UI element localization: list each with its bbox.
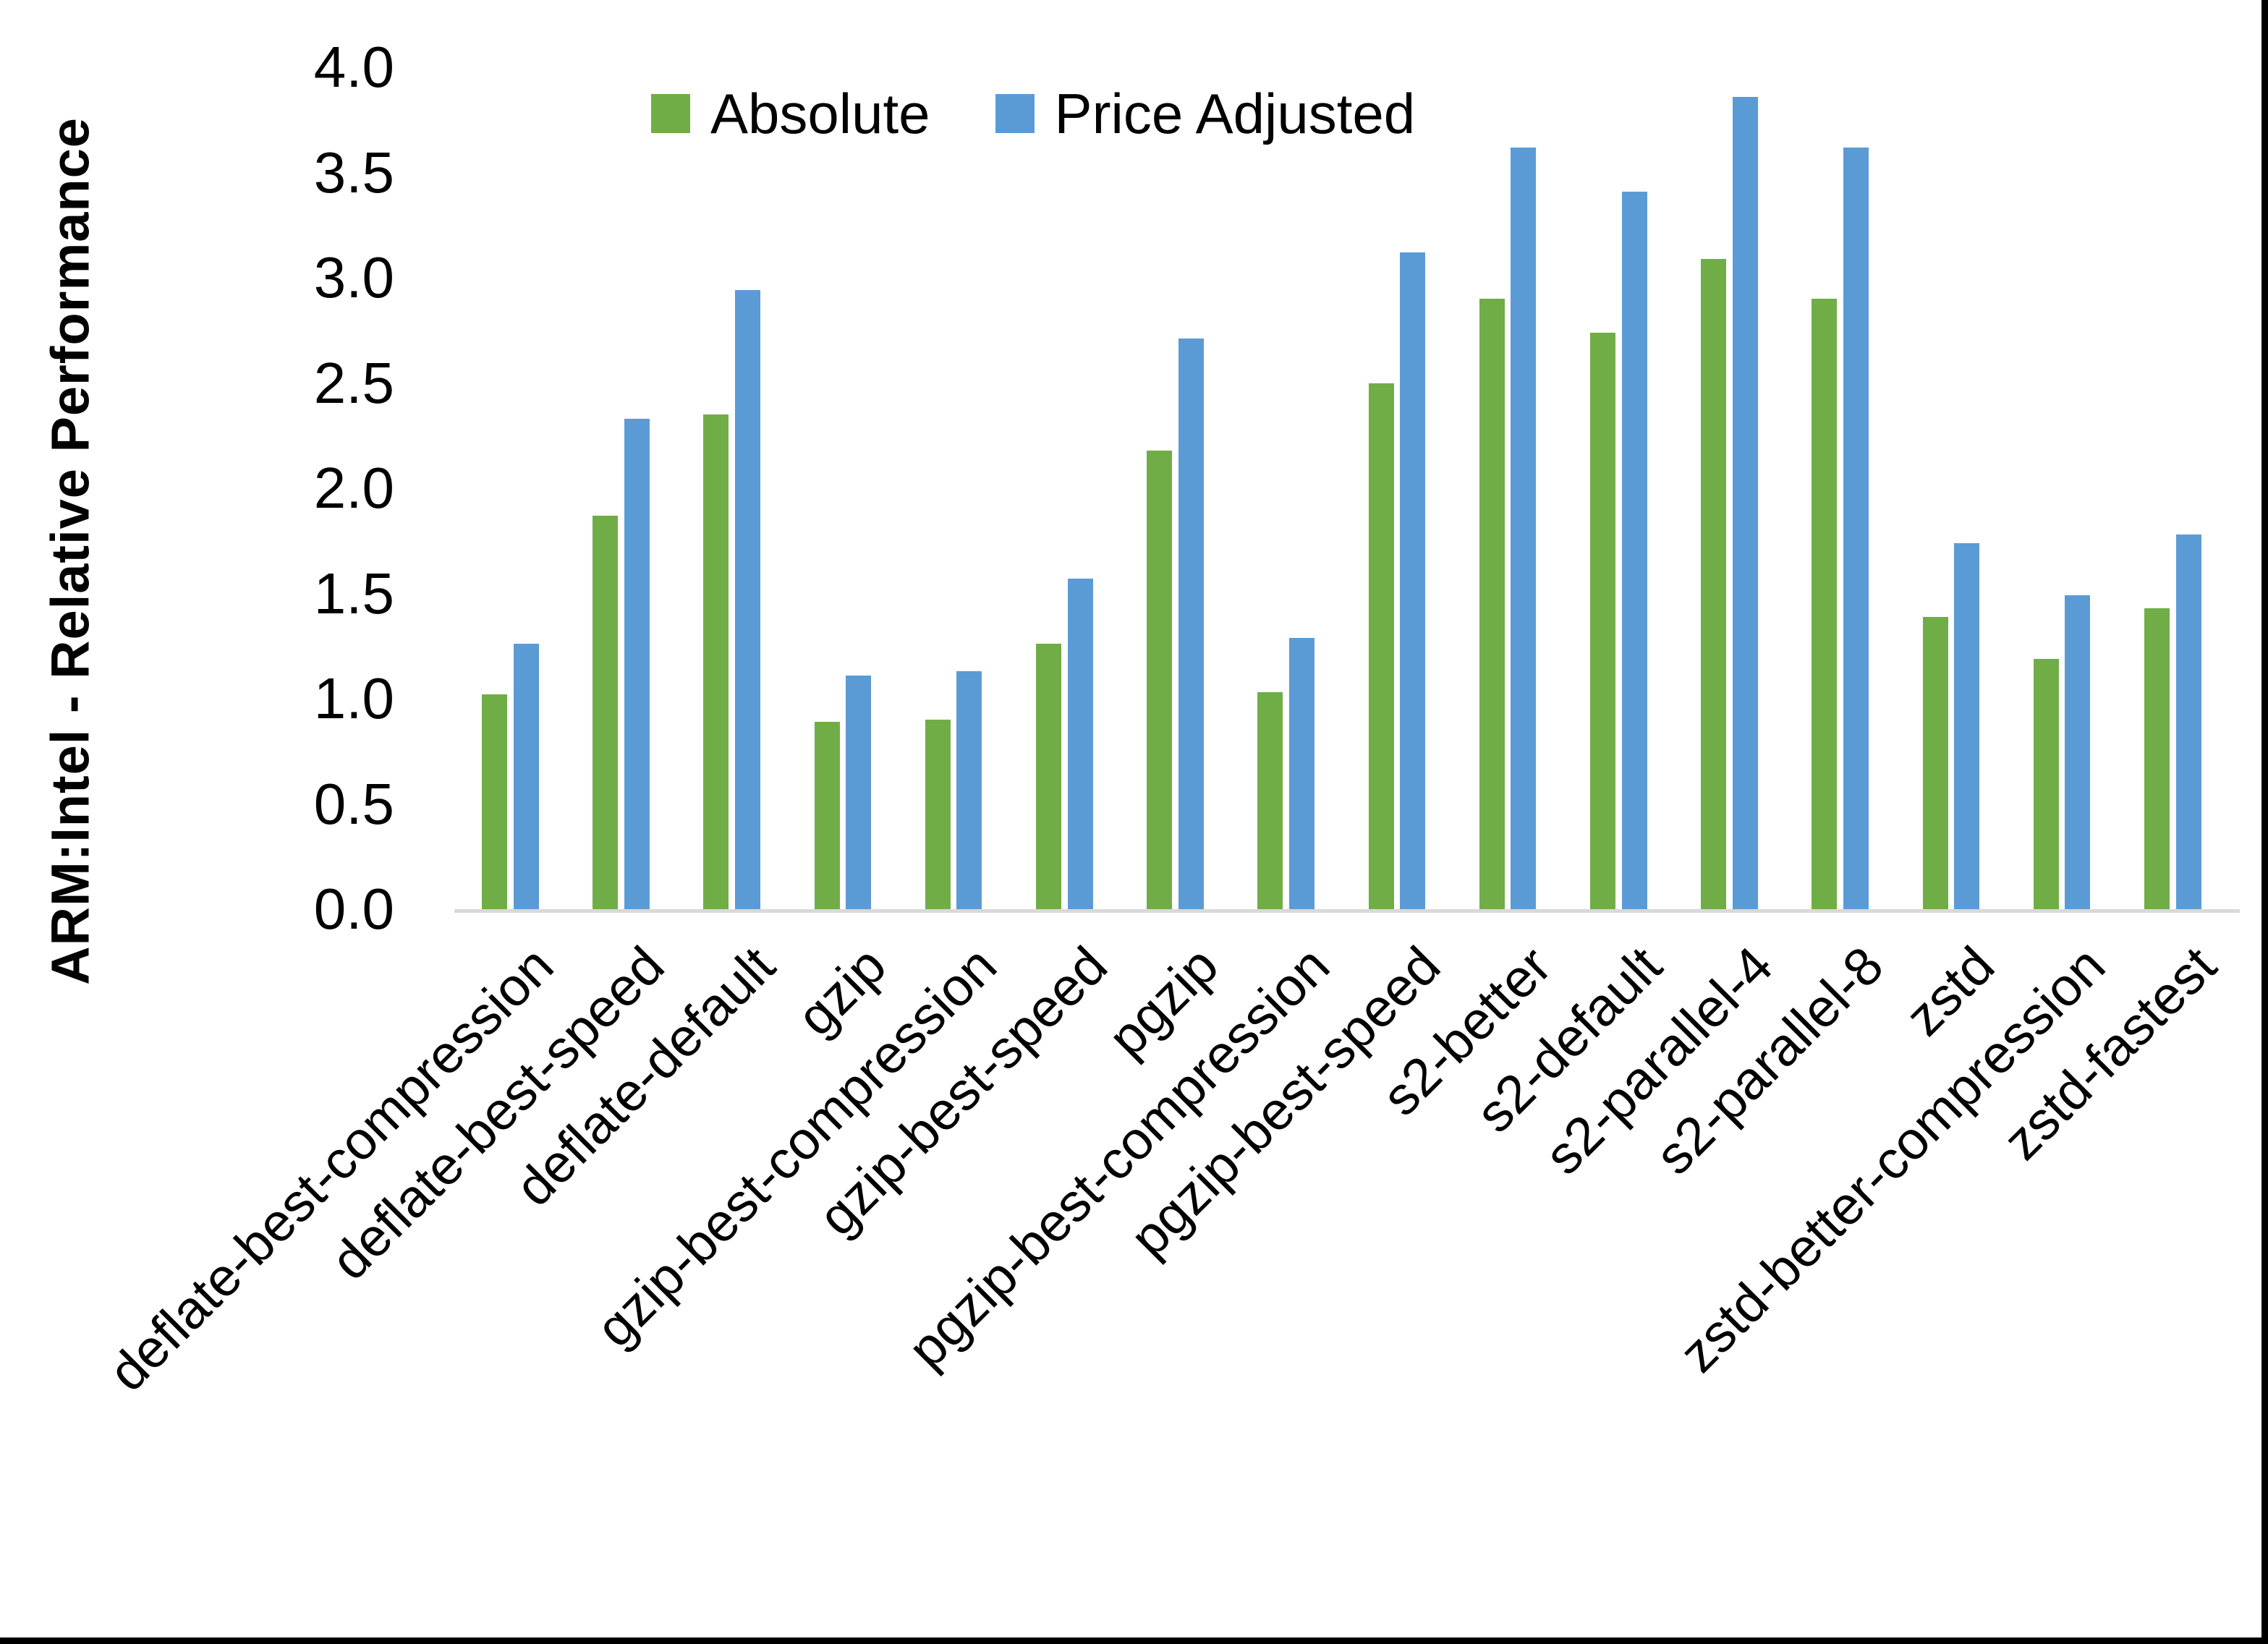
- y-tick-label: 4.0: [313, 35, 394, 99]
- legend-item-absolute: Absolute: [651, 85, 930, 142]
- y-tick-label: 2.0: [313, 456, 394, 520]
- bar-absolute: [1701, 258, 1727, 909]
- bar-absolute: [1922, 616, 1948, 909]
- legend-swatch-absolute: [651, 94, 690, 133]
- bar-absolute: [814, 722, 840, 909]
- bar-absolute: [593, 515, 619, 909]
- y-tick-label: 0.0: [313, 877, 394, 941]
- border-right: [2261, 0, 2268, 1644]
- bar-absolute: [703, 414, 729, 909]
- bar-price-adjusted: [1732, 96, 1758, 909]
- bar-absolute: [1147, 450, 1173, 909]
- bar-absolute: [2033, 658, 2059, 909]
- bar-price-adjusted: [1843, 147, 1869, 909]
- bar-price-adjusted: [1511, 147, 1537, 909]
- y-axis-title: ARM:Intel - Relative Performance: [40, 117, 101, 985]
- y-tick-label: 0.5: [313, 771, 394, 836]
- bar-absolute: [1812, 299, 1838, 909]
- bar-price-adjusted: [2175, 534, 2201, 909]
- y-tick-label: 1.0: [313, 666, 394, 731]
- y-tick-label: 2.5: [313, 350, 394, 415]
- y-tick-label: 1.5: [313, 561, 394, 626]
- bar-price-adjusted: [2065, 595, 2091, 909]
- legend-item-price-adjusted: Price Adjusted: [995, 82, 1416, 145]
- bar-absolute: [1479, 299, 1505, 909]
- bar-price-adjusted: [1400, 252, 1426, 909]
- x-axis-label: deflate-best-compression: [97, 934, 565, 1403]
- bar-price-adjusted: [1954, 542, 1980, 909]
- bar-absolute: [2144, 608, 2170, 909]
- bar-price-adjusted: [734, 290, 760, 909]
- y-tick-label: 3.5: [313, 140, 394, 205]
- bar-price-adjusted: [846, 675, 872, 909]
- bar-price-adjusted: [1621, 191, 1647, 909]
- legend-swatch-price-adjusted: [995, 94, 1035, 133]
- bar-price-adjusted: [1067, 579, 1093, 909]
- legend-label-absolute: Absolute: [710, 82, 930, 145]
- bar-absolute: [1368, 383, 1394, 909]
- bar-absolute: [482, 694, 507, 909]
- border-bottom: [0, 1637, 2268, 1644]
- legend-label-price-adjusted: Price Adjusted: [1054, 82, 1416, 145]
- x-axis-line: [454, 909, 2240, 913]
- legend: Absolute Price Adjusted: [651, 85, 1415, 142]
- bar-price-adjusted: [1178, 338, 1204, 909]
- bar-absolute: [1036, 644, 1061, 909]
- bar-absolute: [1590, 332, 1615, 909]
- y-tick-label: 3.0: [313, 245, 394, 310]
- bar-absolute: [1257, 692, 1283, 909]
- bar-price-adjusted: [624, 418, 650, 909]
- bar-absolute: [925, 720, 951, 909]
- bar-price-adjusted: [513, 644, 539, 909]
- bar-price-adjusted: [956, 671, 982, 909]
- bar-price-adjusted: [1288, 637, 1314, 909]
